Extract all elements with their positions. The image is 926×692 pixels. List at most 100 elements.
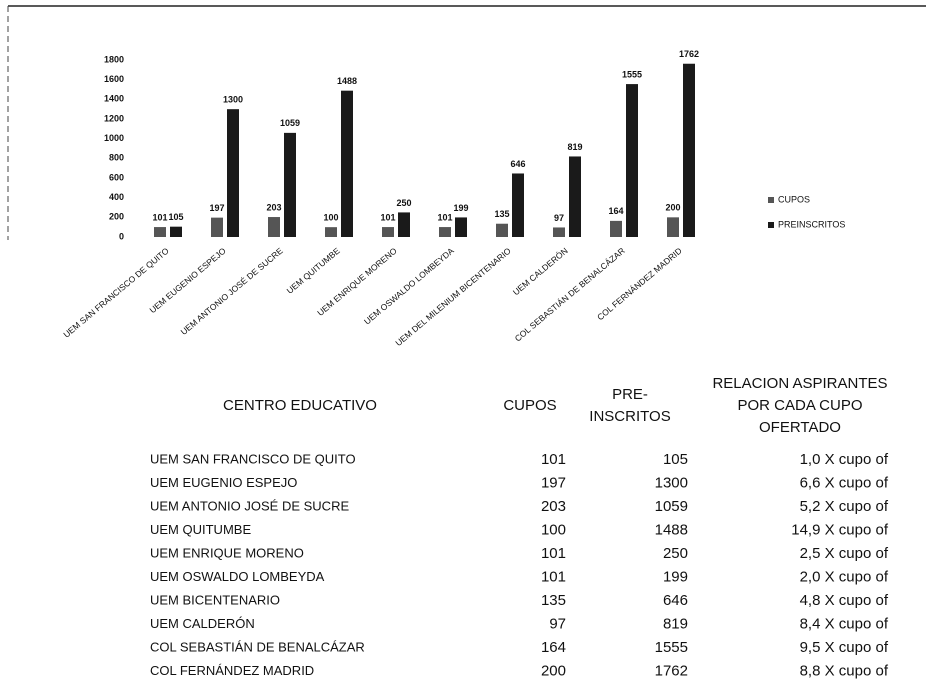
table-cell: 819 bbox=[663, 615, 688, 632]
data-label: 101 bbox=[380, 212, 395, 222]
bar bbox=[667, 217, 679, 237]
table-cell: 200 bbox=[541, 662, 566, 679]
table-cell: 199 bbox=[663, 568, 688, 585]
table-cell: COL FERNÁNDEZ MADRID bbox=[150, 663, 314, 678]
table-cell: 135 bbox=[541, 592, 566, 609]
y-tick-label: 1200 bbox=[104, 113, 124, 123]
table-cell: 164 bbox=[541, 639, 566, 656]
bar bbox=[382, 227, 394, 237]
x-tick-label: UEM CALDERÓN bbox=[511, 246, 570, 298]
data-label: 97 bbox=[554, 213, 564, 223]
y-tick-label: 1400 bbox=[104, 94, 124, 104]
bar bbox=[626, 84, 638, 237]
bar bbox=[284, 132, 296, 237]
table-cell: UEM CALDERÓN bbox=[150, 616, 255, 631]
table-cell: 8,4 X cupo of bbox=[800, 615, 889, 632]
table-cell: 197 bbox=[541, 474, 566, 491]
data-label: 250 bbox=[396, 198, 411, 208]
data-label: 105 bbox=[168, 212, 183, 222]
bar bbox=[496, 223, 508, 237]
data-label: 646 bbox=[510, 159, 525, 169]
bar bbox=[439, 227, 451, 237]
table-cell: COL SEBASTIÁN DE BENALCÁZAR bbox=[150, 639, 365, 654]
table-cell: 1300 bbox=[655, 474, 688, 491]
table-cell: UEM BICENTENARIO bbox=[150, 592, 280, 607]
table-cell: 1762 bbox=[655, 662, 688, 679]
data-label: 100 bbox=[323, 213, 338, 223]
table-cell: 14,9 X cupo of bbox=[791, 521, 889, 538]
data-label: 101 bbox=[437, 212, 452, 222]
header-cell: INSCRITOS bbox=[589, 408, 670, 425]
table-cell: 2,0 X cupo of bbox=[800, 568, 889, 585]
y-tick-label: 1600 bbox=[104, 74, 124, 84]
y-tick-label: 800 bbox=[109, 153, 124, 163]
table-cell: 9,5 X cupo of bbox=[800, 639, 889, 656]
bar bbox=[512, 173, 524, 237]
y-tick-label: 1800 bbox=[104, 54, 124, 64]
data-label: 200 bbox=[665, 203, 680, 213]
header-cell: PRE- bbox=[612, 386, 648, 403]
header-cell: OFERTADO bbox=[759, 419, 841, 436]
table-cell: 1488 bbox=[655, 521, 688, 538]
table-cell: 1,0 X cupo of bbox=[800, 451, 889, 468]
bar bbox=[325, 227, 337, 237]
bar bbox=[455, 217, 467, 237]
bar bbox=[154, 227, 166, 237]
table-cell: 250 bbox=[663, 545, 688, 562]
table-cell: 6,6 X cupo of bbox=[800, 474, 889, 491]
bar bbox=[170, 226, 182, 237]
y-tick-label: 0 bbox=[119, 231, 124, 241]
data-label: 101 bbox=[152, 212, 167, 222]
table-cell: 4,8 X cupo of bbox=[800, 592, 889, 609]
x-tick-label: UEM OSWALDO LOMBEYDA bbox=[362, 245, 456, 326]
table-cell: 8,8 X cupo of bbox=[800, 662, 889, 679]
bar bbox=[268, 217, 280, 237]
table-cell: 1555 bbox=[655, 639, 688, 656]
data-label: 135 bbox=[494, 209, 509, 219]
data-label: 199 bbox=[453, 203, 468, 213]
y-tick-label: 400 bbox=[109, 192, 124, 202]
table-cell: 2,5 X cupo of bbox=[800, 545, 889, 562]
table-cell: UEM SAN FRANCISCO DE QUITO bbox=[150, 451, 356, 466]
bar bbox=[610, 220, 622, 237]
header-cell: CUPOS bbox=[503, 397, 556, 414]
data-label: 1762 bbox=[679, 49, 699, 59]
x-tick-label: UEM ANTONIO JOSÉ DE SUCRE bbox=[179, 245, 285, 337]
table-cell: 101 bbox=[541, 451, 566, 468]
header-cell: CENTRO EDUCATIVO bbox=[223, 397, 377, 414]
table-cell: 1059 bbox=[655, 498, 688, 515]
bar bbox=[553, 227, 565, 237]
table-cell: 5,2 X cupo of bbox=[800, 498, 889, 515]
data-label: 1555 bbox=[622, 69, 642, 79]
header-cell: RELACION ASPIRANTES bbox=[712, 375, 887, 392]
table-cell: 97 bbox=[549, 615, 566, 632]
table-cell: UEM ENRIQUE MORENO bbox=[150, 545, 304, 560]
bar bbox=[341, 90, 353, 238]
table-cell: UEM QUITUMBE bbox=[150, 522, 251, 537]
data-label: 1300 bbox=[223, 95, 243, 105]
legend-swatch bbox=[768, 222, 774, 228]
x-tick-label: COL SEBASTIÁN DE BENALCÁZAR bbox=[513, 246, 627, 344]
table-cell: 101 bbox=[541, 568, 566, 585]
table-cell: UEM ANTONIO JOSÉ DE SUCRE bbox=[150, 498, 349, 513]
table-cell: 203 bbox=[541, 498, 566, 515]
table-cell: UEM EUGENIO ESPEJO bbox=[150, 475, 297, 490]
bar bbox=[398, 212, 410, 237]
legend-swatch bbox=[768, 197, 774, 203]
y-tick-label: 600 bbox=[109, 172, 124, 182]
legend-label: PREINSCRITOS bbox=[778, 219, 845, 229]
header-cell: POR CADA CUPO bbox=[737, 397, 862, 414]
x-tick-label: UEM DEL MILENIUM BICENTENARIO bbox=[393, 245, 513, 348]
data-label: 164 bbox=[608, 206, 623, 216]
table-cell: 646 bbox=[663, 592, 688, 609]
data-label: 197 bbox=[209, 203, 224, 213]
data-label: 1059 bbox=[280, 118, 300, 128]
table-cell: 100 bbox=[541, 521, 566, 538]
data-label: 1488 bbox=[337, 76, 357, 86]
data-label: 203 bbox=[266, 202, 281, 212]
data-label: 819 bbox=[567, 142, 582, 152]
table-cell: 105 bbox=[663, 451, 688, 468]
legend-label: CUPOS bbox=[778, 194, 810, 204]
table-cell: 101 bbox=[541, 545, 566, 562]
